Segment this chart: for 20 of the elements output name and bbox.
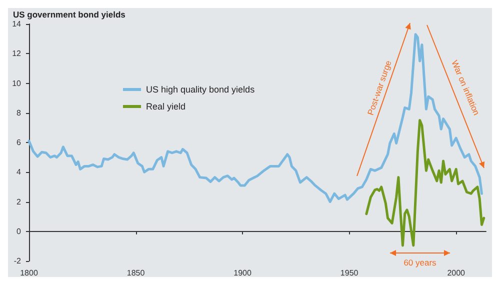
x-tick-label: 1800 [20,268,38,278]
y-tick-label: 10 [12,78,22,88]
line-series [28,33,483,203]
y-tick-label: 14 [12,20,22,28]
x-tick-label: 2000 [447,268,466,278]
y-tick-label: 6 [16,138,22,147]
legend-label: US high quality bond yields [146,84,256,94]
annotation: 60 years [404,257,436,268]
x-tick-label: 1900 [234,268,252,278]
y-tick-label: 4 [16,168,22,177]
y-tick-label: 0 [16,226,22,236]
x-tick-label: 1950 [340,268,359,278]
chart-title: US government bond yields [13,10,126,20]
x-tick-label: 1850 [126,268,146,278]
line-series [365,119,486,247]
y-tick-label: 2 [16,197,22,206]
legend-label: Real yield [146,102,186,112]
y-tick-label: 8 [16,108,22,118]
y-tick-label: 12 [12,49,22,58]
y-tick-label: -2 [14,256,22,266]
